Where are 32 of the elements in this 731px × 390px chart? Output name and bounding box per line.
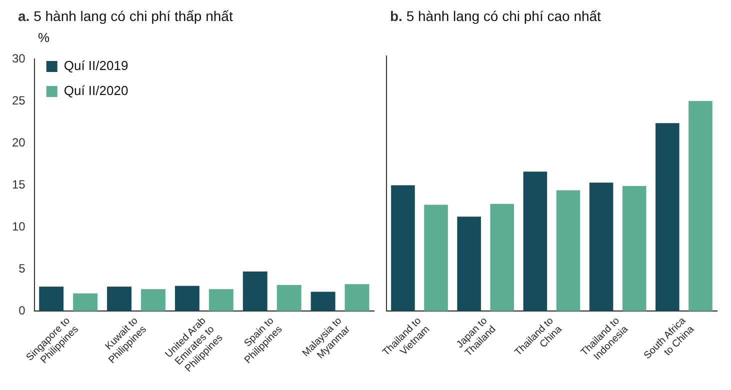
y-axis-title: % bbox=[38, 30, 50, 45]
bar bbox=[276, 284, 302, 311]
bar bbox=[556, 190, 580, 311]
legend-label: Quí II/2020 bbox=[64, 83, 128, 98]
bar bbox=[174, 286, 200, 311]
legend-label: Quí II/2019 bbox=[64, 58, 128, 74]
y-tick-label: 0 bbox=[18, 303, 26, 318]
bar bbox=[391, 185, 415, 311]
bar bbox=[107, 286, 132, 311]
y-tick-label: 5 bbox=[18, 261, 26, 276]
bar bbox=[688, 101, 712, 311]
bar bbox=[242, 272, 268, 311]
bar bbox=[208, 289, 234, 311]
bar bbox=[490, 204, 514, 311]
y-tick-label: 15 bbox=[12, 177, 26, 192]
bar bbox=[622, 186, 646, 311]
chart-title: a. 5 hành lang có chi phí thấp nhất bbox=[18, 8, 233, 24]
bar bbox=[344, 284, 370, 311]
bar bbox=[39, 286, 64, 311]
bar bbox=[424, 204, 448, 311]
bar bbox=[523, 172, 548, 311]
bar bbox=[73, 293, 98, 311]
y-tick-label: 30 bbox=[12, 52, 26, 66]
y-tick-label: 20 bbox=[12, 135, 26, 150]
bar bbox=[141, 289, 166, 311]
chart-title: b. 5 hành lang có chi phí cao nhất bbox=[390, 8, 601, 24]
bar bbox=[457, 216, 481, 311]
y-tick-label: 25 bbox=[12, 93, 26, 108]
bar bbox=[589, 182, 614, 311]
bar bbox=[656, 123, 680, 311]
y-tick-label: 10 bbox=[12, 219, 26, 234]
bar bbox=[310, 292, 336, 311]
